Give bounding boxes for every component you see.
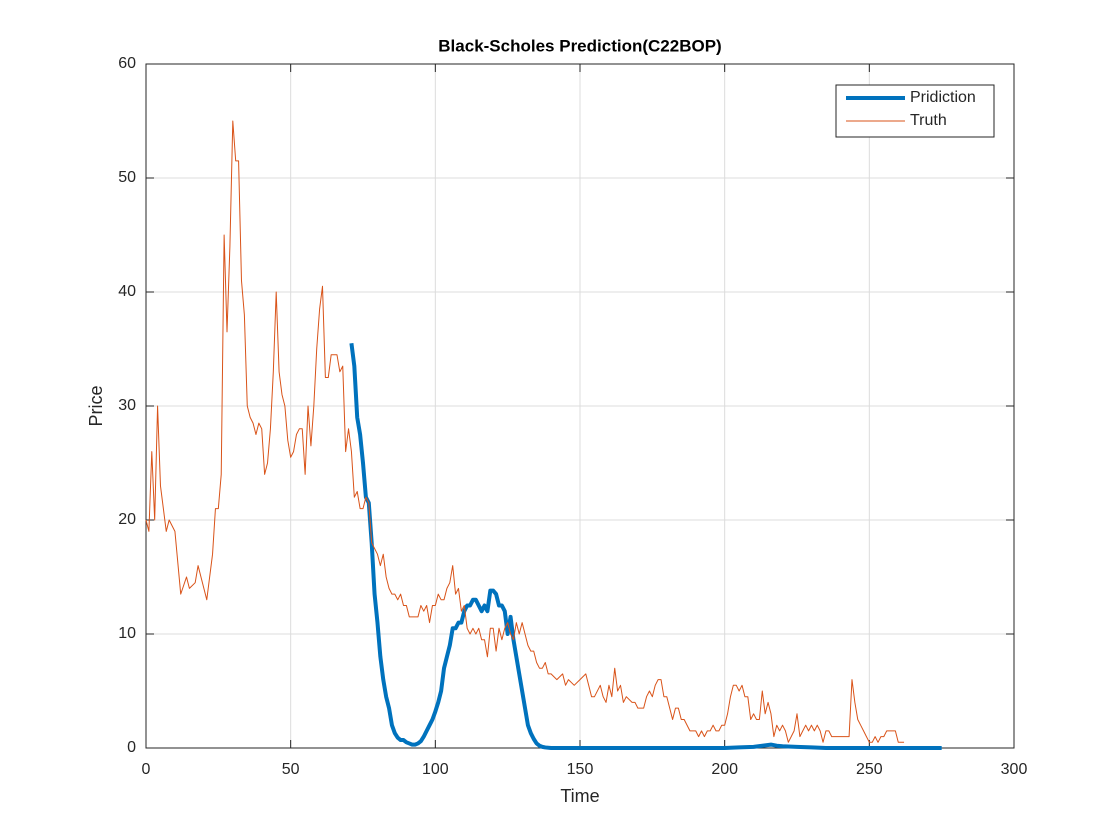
y-tick-label: 40: [118, 283, 136, 300]
legend-label: Truth: [910, 112, 947, 129]
x-tick-label: 250: [856, 761, 883, 778]
plot-area: [145, 63, 1015, 750]
x-tick-label: 300: [1001, 761, 1028, 778]
legend: Pridiction Truth: [835, 84, 995, 138]
y-tick-label: 30: [118, 397, 136, 414]
series-line: [145, 120, 905, 743]
y-tick-label: 0: [127, 739, 136, 756]
x-tick-label: 150: [567, 761, 594, 778]
x-axis-label: Time: [560, 786, 599, 806]
chart-title: Black-Scholes Prediction(C22BOP): [438, 36, 721, 55]
legend-label: Pridiction: [910, 89, 976, 106]
y-tick-label: 20: [118, 511, 136, 528]
y-tick-label: 10: [118, 625, 136, 642]
y-tick-label: 50: [118, 169, 136, 186]
y-axis-label: Price: [86, 385, 106, 426]
x-tick-label: 200: [711, 761, 738, 778]
legend-box: [835, 84, 995, 138]
x-tick-label: 0: [142, 761, 151, 778]
series-line: [349, 343, 942, 750]
x-tick-label: 100: [422, 761, 449, 778]
y-tick-label: 60: [118, 55, 136, 72]
x-tick-label: 50: [282, 761, 300, 778]
